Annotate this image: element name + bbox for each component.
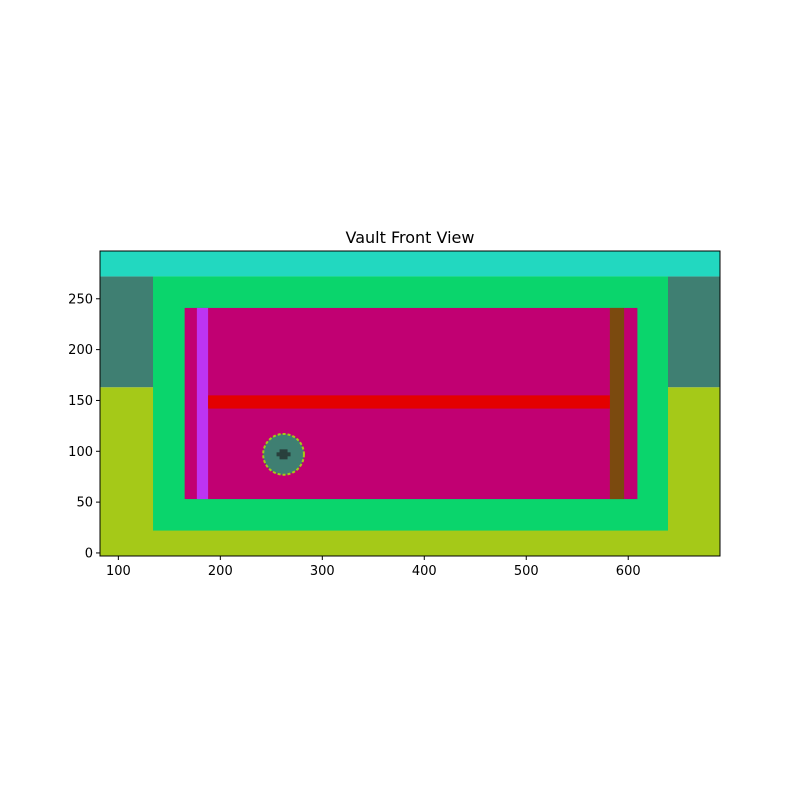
x-tick-label: 500: [514, 564, 539, 579]
plot-frame: [99, 250, 721, 557]
x-tick-label: 400: [412, 564, 437, 579]
x-tick-label: 600: [616, 564, 641, 579]
y-tick-label: 50: [76, 496, 93, 511]
y-axis: 0 50 100 150 200 250: [68, 292, 100, 561]
x-axis: 100 200 300 400 500 600: [106, 556, 641, 579]
y-tick-label: 250: [68, 292, 93, 307]
x-tick-label: 200: [208, 564, 233, 579]
y-tick-label: 0: [85, 546, 93, 561]
y-tick-label: 150: [68, 394, 93, 409]
x-tick-label: 300: [310, 564, 335, 579]
region-handle-bar: [609, 307, 625, 500]
chart-title: Vault Front View: [346, 228, 475, 247]
region-hinge-bar: [196, 307, 209, 500]
region-ceiling: [100, 251, 720, 277]
y-tick-label: 100: [68, 445, 93, 460]
x-tick-label: 100: [106, 564, 131, 579]
region-locking-bar: [208, 395, 610, 409]
dial-knob-bar: [276, 452, 291, 457]
y-tick-label: 200: [68, 343, 93, 358]
plot-regions: [100, 251, 720, 556]
combination-dial: [262, 432, 305, 476]
